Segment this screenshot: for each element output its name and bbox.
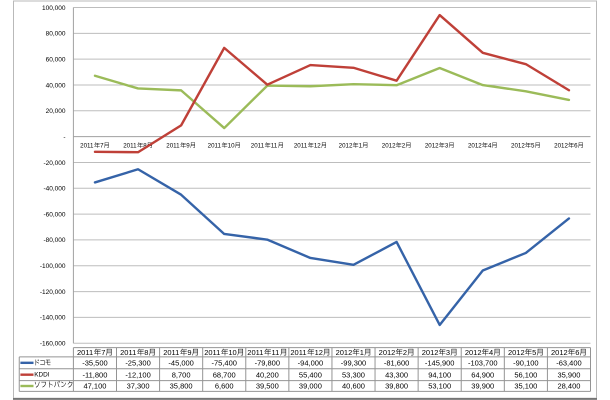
svg-text:2012: 2012 xyxy=(379,348,396,357)
svg-text:-160,000: -160,000 xyxy=(40,341,66,348)
svg-text:7: 7 xyxy=(100,142,104,149)
svg-text:12: 12 xyxy=(315,348,323,357)
svg-text:5: 5 xyxy=(532,348,536,357)
svg-text:56,100: 56,100 xyxy=(514,370,537,379)
svg-text:4: 4 xyxy=(488,142,492,149)
svg-text:5: 5 xyxy=(531,142,535,149)
svg-text:6: 6 xyxy=(574,142,578,149)
svg-text:37,300: 37,300 xyxy=(127,382,150,391)
svg-text:-35,500: -35,500 xyxy=(82,359,107,368)
svg-text:2011: 2011 xyxy=(123,142,137,149)
svg-text:40,600: 40,600 xyxy=(342,382,365,391)
svg-text:2012: 2012 xyxy=(336,348,353,357)
svg-text:47,100: 47,100 xyxy=(83,382,106,391)
svg-text:-140,000: -140,000 xyxy=(40,315,66,322)
svg-text:2011: 2011 xyxy=(77,348,93,357)
svg-text:-90,100: -90,100 xyxy=(513,359,538,368)
svg-text:12: 12 xyxy=(314,142,321,149)
svg-text:2011: 2011 xyxy=(290,348,306,357)
svg-text:2012: 2012 xyxy=(465,348,482,357)
svg-text:2012: 2012 xyxy=(511,142,525,149)
svg-text:2012: 2012 xyxy=(508,348,525,357)
svg-text:11: 11 xyxy=(271,142,278,149)
svg-text:2012: 2012 xyxy=(422,348,439,357)
svg-text:40,000: 40,000 xyxy=(46,82,66,89)
svg-text:43,300: 43,300 xyxy=(385,370,408,379)
svg-text:6: 6 xyxy=(575,348,579,357)
svg-text:3: 3 xyxy=(445,142,449,149)
svg-text:2011: 2011 xyxy=(80,142,94,149)
svg-text:-100,000: -100,000 xyxy=(40,263,66,270)
svg-text:80,000: 80,000 xyxy=(46,31,66,38)
svg-text:-45,000: -45,000 xyxy=(168,359,193,368)
svg-text:39,000: 39,000 xyxy=(299,382,322,391)
svg-text:2011: 2011 xyxy=(166,142,180,149)
svg-text:2: 2 xyxy=(403,348,407,357)
svg-text:35,100: 35,100 xyxy=(514,382,537,391)
svg-text:20,000: 20,000 xyxy=(46,108,66,115)
svg-text:2012: 2012 xyxy=(382,142,396,149)
svg-text:53,300: 53,300 xyxy=(342,370,365,379)
svg-text:-12,100: -12,100 xyxy=(125,370,150,379)
svg-text:-75,400: -75,400 xyxy=(212,359,237,368)
svg-text:-81,600: -81,600 xyxy=(384,359,409,368)
svg-text:-: - xyxy=(63,134,65,141)
svg-text:-63,400: -63,400 xyxy=(556,359,581,368)
svg-text:-20,000: -20,000 xyxy=(43,160,65,167)
svg-text:94,100: 94,100 xyxy=(428,370,451,379)
svg-text:40,200: 40,200 xyxy=(256,370,279,379)
svg-text:60,000: 60,000 xyxy=(46,56,66,63)
svg-text:-40,000: -40,000 xyxy=(43,186,65,193)
svg-text:64,900: 64,900 xyxy=(471,370,494,379)
svg-text:1: 1 xyxy=(360,348,364,357)
svg-text:39,800: 39,800 xyxy=(385,382,408,391)
svg-text:10: 10 xyxy=(228,348,236,357)
svg-text:KDDI: KDDI xyxy=(34,371,49,378)
svg-text:35,900: 35,900 xyxy=(557,370,580,379)
svg-text:8,700: 8,700 xyxy=(172,370,191,379)
svg-text:2012: 2012 xyxy=(339,142,353,149)
svg-text:2012: 2012 xyxy=(554,142,568,149)
svg-text:35,800: 35,800 xyxy=(170,382,193,391)
svg-text:6,600: 6,600 xyxy=(215,382,234,391)
svg-text:53,100: 53,100 xyxy=(428,382,451,391)
svg-text:9: 9 xyxy=(186,142,190,149)
svg-text:-60,000: -60,000 xyxy=(43,211,65,218)
svg-text:10: 10 xyxy=(228,142,235,149)
svg-text:100,000: 100,000 xyxy=(42,5,66,12)
svg-text:11: 11 xyxy=(271,348,279,357)
svg-text:39,900: 39,900 xyxy=(471,382,494,391)
svg-text:2011: 2011 xyxy=(251,142,265,149)
svg-text:39,500: 39,500 xyxy=(256,382,279,391)
svg-text:-25,300: -25,300 xyxy=(125,359,150,368)
svg-text:2011: 2011 xyxy=(294,142,308,149)
svg-text:-94,000: -94,000 xyxy=(298,359,323,368)
svg-text:2012: 2012 xyxy=(425,142,439,149)
svg-text:-79,800: -79,800 xyxy=(255,359,280,368)
svg-text:7: 7 xyxy=(101,348,105,357)
svg-text:2011: 2011 xyxy=(163,348,179,357)
svg-text:-99,300: -99,300 xyxy=(341,359,366,368)
svg-text:-145,900: -145,900 xyxy=(425,359,455,368)
svg-text:8: 8 xyxy=(144,348,148,357)
svg-text:3: 3 xyxy=(446,348,450,357)
svg-text:28,400: 28,400 xyxy=(557,382,580,391)
svg-text:-11,800: -11,800 xyxy=(83,370,108,379)
svg-text:4: 4 xyxy=(489,348,493,357)
svg-text:-80,000: -80,000 xyxy=(43,237,65,244)
svg-text:1: 1 xyxy=(359,142,363,149)
svg-text:2011: 2011 xyxy=(120,348,136,357)
svg-text:2011: 2011 xyxy=(208,142,222,149)
svg-text:2011: 2011 xyxy=(247,348,263,357)
svg-text:-120,000: -120,000 xyxy=(40,289,66,296)
svg-text:2: 2 xyxy=(402,142,406,149)
svg-text:9: 9 xyxy=(187,348,191,357)
svg-text:68,700: 68,700 xyxy=(213,370,236,379)
svg-text:2012: 2012 xyxy=(551,348,568,357)
svg-text:8: 8 xyxy=(143,142,147,149)
svg-text:2011: 2011 xyxy=(204,348,220,357)
svg-text:2012: 2012 xyxy=(468,142,482,149)
svg-text:55,400: 55,400 xyxy=(299,370,322,379)
svg-text:-103,700: -103,700 xyxy=(468,359,498,368)
